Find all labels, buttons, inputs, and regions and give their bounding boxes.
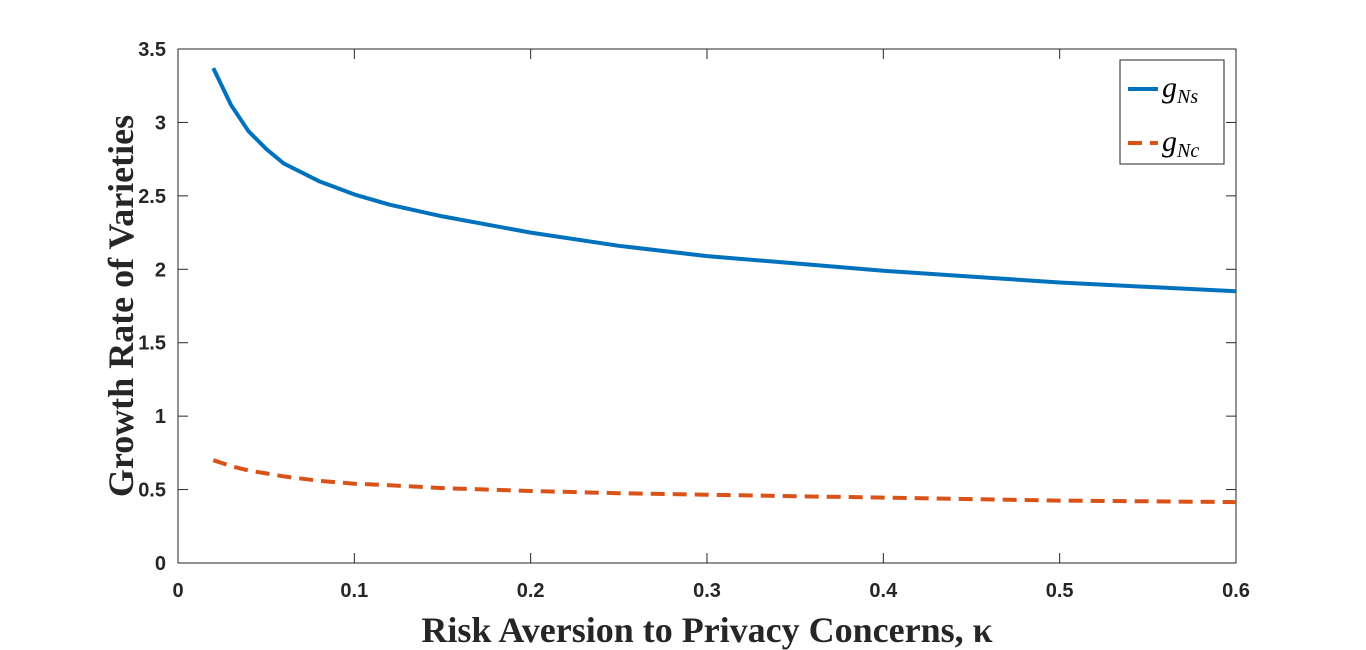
y-tick-label: 1 xyxy=(155,406,166,428)
y-axis-title: Growth Rate of Varieties xyxy=(101,115,141,497)
series-lines xyxy=(211,67,1237,505)
plot-area xyxy=(177,48,1237,564)
legend-label-g-nc: gNc xyxy=(1162,125,1199,162)
legend-label-g-ns-main: g xyxy=(1162,71,1177,104)
y-tick-label: 1.5 xyxy=(138,333,166,355)
x-tick-label: 0.1 xyxy=(340,580,368,602)
legend-label-g-ns: gNs xyxy=(1162,71,1198,108)
y-tick-label: 3.5 xyxy=(138,39,166,61)
x-tick-label: 0 xyxy=(172,580,183,602)
y-tick-label: 2.5 xyxy=(138,186,166,208)
series-line-g-ns xyxy=(211,67,1237,294)
x-axis-title: Risk Aversion to Privacy Concerns, κ xyxy=(421,610,992,650)
series-line-g-nc xyxy=(212,458,1237,505)
x-tick-label: 0.6 xyxy=(1222,580,1250,602)
axis-ticks xyxy=(177,48,1237,564)
y-tick-label: 3 xyxy=(155,112,166,134)
x-tick-label: 0.5 xyxy=(1046,580,1074,602)
x-tick-label: 0.3 xyxy=(693,580,721,602)
y-tick-label: 0 xyxy=(155,553,166,575)
y-tick-label: 2 xyxy=(155,259,166,281)
legend: gNs gNc xyxy=(1119,59,1225,165)
tick-labels: 0 0.1 0.2 0.3 0.4 0.5 0.6 0 0.5 1 1.5 2 2.5 3 3.5 xyxy=(138,39,1250,602)
y-tick-label: 0.5 xyxy=(138,480,166,502)
legend-box xyxy=(1119,59,1225,165)
x-tick-label: 0.2 xyxy=(517,580,545,602)
legend-label-g-nc-sub: Nc xyxy=(1176,140,1199,162)
legend-label-g-ns-sub: Ns xyxy=(1176,86,1198,108)
x-tick-label: 0.4 xyxy=(869,580,898,602)
legend-label-g-nc-main: g xyxy=(1162,125,1177,158)
